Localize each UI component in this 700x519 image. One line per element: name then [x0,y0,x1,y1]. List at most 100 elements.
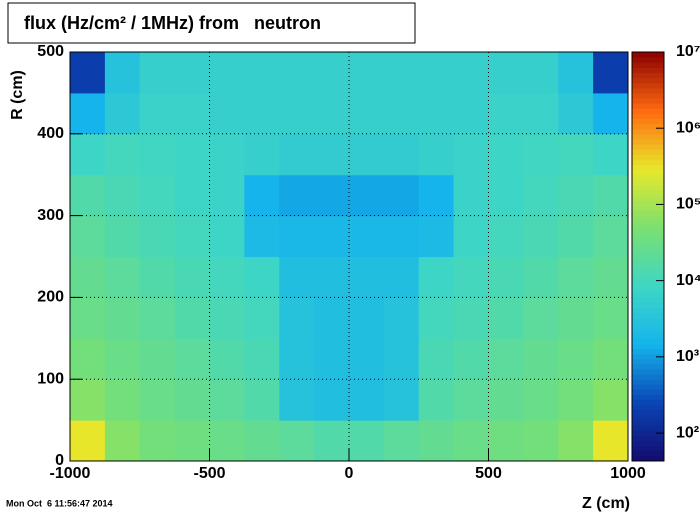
title-box [7,2,416,44]
heatmap-cell [488,420,524,462]
heatmap-cell [523,133,559,176]
colorbar-segment [632,399,664,406]
timestamp: Mon Oct 6 11:56:47 2014 [6,498,113,508]
plot-frame [69,51,629,462]
colorbar-segment [632,133,664,140]
heatmap-cell [593,174,629,217]
heatmap-cell [244,52,280,94]
colorbar-segment [632,328,664,334]
colorbar-segment [632,205,664,211]
colorbar-segment [632,215,664,222]
heatmap-cell [383,215,420,257]
colorbar-segment [632,282,664,288]
heatmap-cell [593,420,629,462]
colorbar-segment [632,435,664,442]
colorbar-segment [632,414,664,421]
heatmap-cell [104,52,141,94]
heatmap-cell [279,174,315,217]
heatmap-cell [349,297,385,339]
heatmap-cell [383,338,420,380]
heatmap-cell [488,338,524,380]
colorbar-segment [632,266,664,273]
heatmap-cell [244,338,280,380]
heatmap-cell [349,133,385,176]
heatmap-cell [523,92,559,135]
heatmap-cell [244,379,280,421]
colorbar-tick-label: 10² [676,424,699,441]
heatmap-cell [558,420,594,462]
heatmap-cell [139,92,176,135]
heatmap-cell [174,52,210,94]
heatmap-cell [558,92,594,135]
heatmap-cell [418,297,455,339]
heatmap-cell [174,379,210,421]
colorbar-segment [632,440,664,447]
heatmap-cell [104,174,141,217]
heatmap-cell [593,92,629,135]
heatmap-cell [139,133,176,176]
colorbar-segment [632,77,664,84]
x-tick-label: -1000 [50,465,91,482]
heatmap-cell [174,215,210,257]
heatmap-cell [314,297,350,339]
colorbar-segment [632,322,664,329]
y-tick-label: 500 [37,43,64,60]
heatmap-cell [383,256,420,298]
heatmap-cell [244,133,280,176]
heatmap-cell [209,174,245,217]
colorbar-segment [632,246,664,252]
heatmap-cell [70,338,106,380]
colorbar-segment [632,251,664,257]
heatmap-cell [209,92,245,135]
heatmap-cell [139,174,176,217]
heatmap-cell [349,52,385,94]
heatmap-cell [418,174,455,217]
heatmap-cell [244,420,280,462]
heatmap-cell [523,215,559,257]
colorbar-segment [632,98,664,104]
heatmap-cell [558,133,594,176]
heatmap-cell [244,92,280,135]
heatmap-cell [209,133,245,176]
heatmap-cell [383,420,420,462]
colorbar-segment [632,230,664,237]
heatmap-cell [209,215,245,257]
colorbar-segment [632,118,664,125]
colorbar-segment [632,338,664,344]
colorbar-segment [632,261,664,268]
heatmap-cell [139,215,176,257]
heatmap-cell [244,215,280,257]
colorbar-segment [632,241,664,247]
y-tick-label: 100 [37,370,64,387]
heatmap-cell [139,297,176,339]
heatmap-cell [418,379,455,421]
heatmap-cell [488,52,524,94]
heatmap-cell [349,420,385,462]
colorbar-segment [632,67,664,73]
heatmap-cell [453,256,489,298]
heatmap-cell [70,52,106,94]
colorbar-segment [632,72,664,79]
colorbar-segment [632,220,664,227]
colorbar-segment [632,374,664,380]
colorbar-segment [632,159,664,165]
heatmap-cell [383,92,420,135]
heatmap-cell [70,256,106,298]
colorbar-frame [631,51,665,462]
heatmap-cell [244,256,280,298]
colorbar-segment [632,307,664,314]
heatmap-cell [70,420,106,462]
heatmap-cell [279,379,315,421]
colorbar-segment [632,333,664,339]
colorbar-segment [632,138,664,145]
colorbar-segment [632,169,664,176]
heatmap-cell [418,338,455,380]
colorbar-segment [632,425,664,431]
y-tick-label: 0 [55,452,64,469]
colorbar-segment [632,184,664,191]
colorbar-segment [632,363,664,370]
colorbar-segment [632,128,664,135]
heatmap-cell [593,379,629,421]
heatmap-cell [314,420,350,462]
heatmap-cell [383,174,420,217]
